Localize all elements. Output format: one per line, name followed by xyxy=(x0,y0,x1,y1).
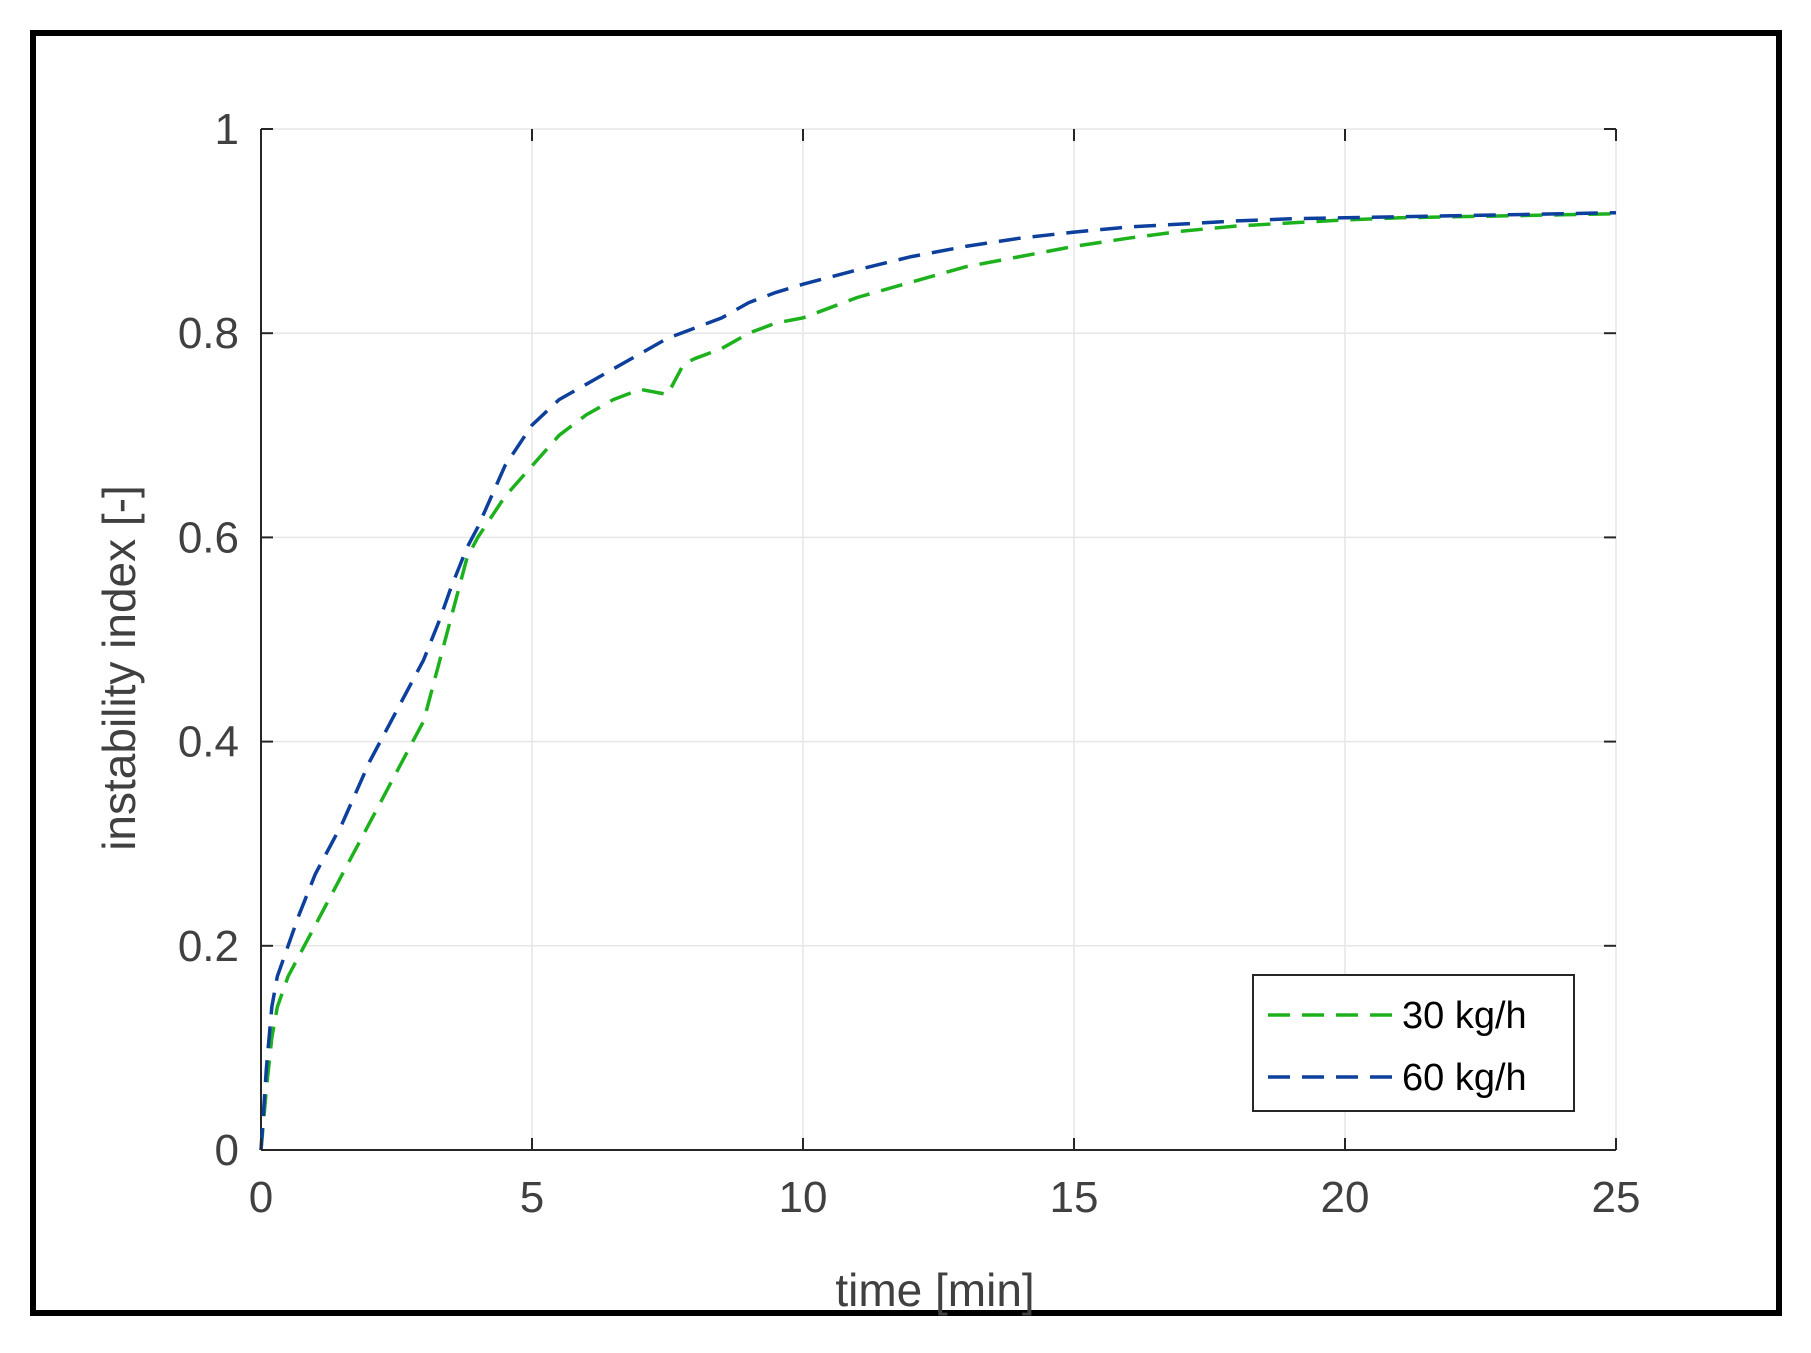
legend-label-30-kg-h: 30 kg/h xyxy=(1402,995,1527,1037)
legend-label-60-kg-h: 60 kg/h xyxy=(1402,1057,1527,1099)
y-tick-label: 0.4 xyxy=(178,718,239,767)
y-axis-title: instability index [-] xyxy=(93,485,145,851)
x-tick-label: 10 xyxy=(779,1173,828,1222)
series-line-60-kg-h xyxy=(259,210,1617,1151)
y-tick-label: 1 xyxy=(215,105,239,154)
x-tick-label: 15 xyxy=(1050,1173,1099,1222)
y-tick-label: 0.6 xyxy=(178,513,239,562)
y-tick-label: 0.8 xyxy=(178,309,239,358)
x-tick-label: 0 xyxy=(249,1173,273,1222)
x-tick-label: 20 xyxy=(1321,1173,1370,1222)
y-tick-label: 0 xyxy=(215,1126,239,1175)
x-tick-label: 25 xyxy=(1592,1173,1641,1222)
x-axis-title: time [min] xyxy=(835,1264,1034,1316)
y-axis-ticks: 0 0.2 0.4 0.6 0.8 1 xyxy=(178,105,1616,1175)
legend: 30 kg/h 60 kg/h xyxy=(1252,974,1575,1112)
legend-box xyxy=(1252,974,1575,1112)
series-line-30-kg-h xyxy=(259,211,1617,1151)
series-layer xyxy=(259,210,1617,1151)
y-tick-label: 0.2 xyxy=(178,922,239,971)
axes xyxy=(260,129,1616,1151)
x-tick-label: 5 xyxy=(520,1173,544,1222)
x-axis-ticks: 0 5 10 15 20 25 xyxy=(249,129,1641,1222)
